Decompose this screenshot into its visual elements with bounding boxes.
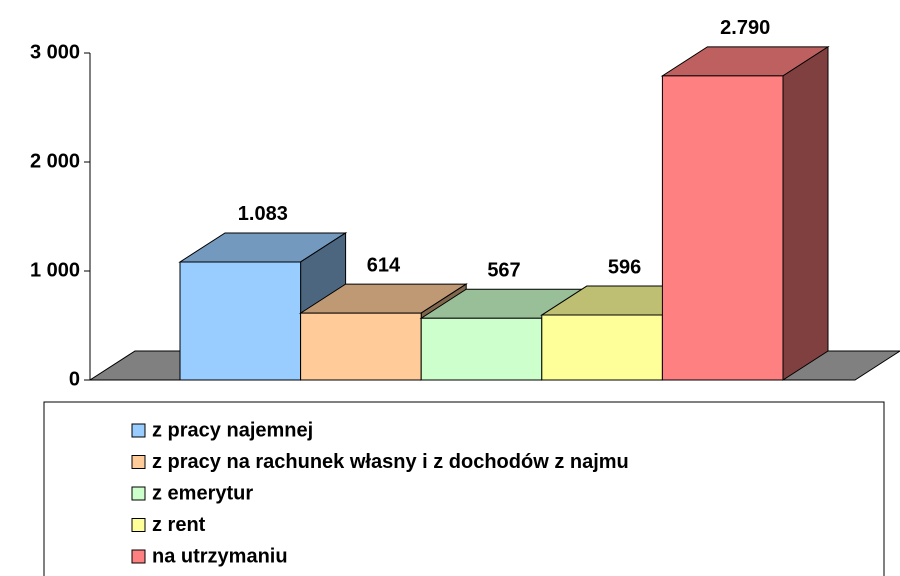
bar-front	[300, 312, 422, 381]
bar-front	[420, 317, 543, 381]
value-label: 1.083	[238, 203, 288, 225]
bar	[660, 45, 830, 381]
value-label: 2.790	[720, 17, 770, 39]
legend-label: z pracy najemnej	[152, 419, 313, 441]
value-label: 614	[367, 254, 401, 276]
legend-swatch	[131, 486, 146, 501]
bar-front	[179, 261, 302, 381]
bar-front	[541, 314, 663, 381]
legend-swatch	[131, 455, 146, 469]
value-label: 567	[487, 259, 520, 281]
legend-swatch	[131, 549, 146, 564]
bar-front	[661, 75, 784, 381]
legend-swatch	[131, 518, 146, 532]
legend-swatch	[131, 423, 146, 438]
legend-label: z rent	[152, 514, 206, 536]
legend-label: z pracy na rachunek własny i z dochodów …	[152, 451, 629, 473]
y-tick-label: 1 000	[30, 259, 80, 281]
legend-box	[43, 401, 885, 576]
bar-side	[782, 45, 829, 381]
y-tick-label: 2 000	[30, 150, 80, 172]
legend-label: z emerytur	[152, 482, 253, 504]
y-tick-label: 0	[69, 368, 80, 390]
value-label: 596	[608, 256, 641, 278]
legend-label: na utrzymaniu	[152, 545, 288, 567]
y-tick-label: 3 000	[30, 41, 80, 63]
